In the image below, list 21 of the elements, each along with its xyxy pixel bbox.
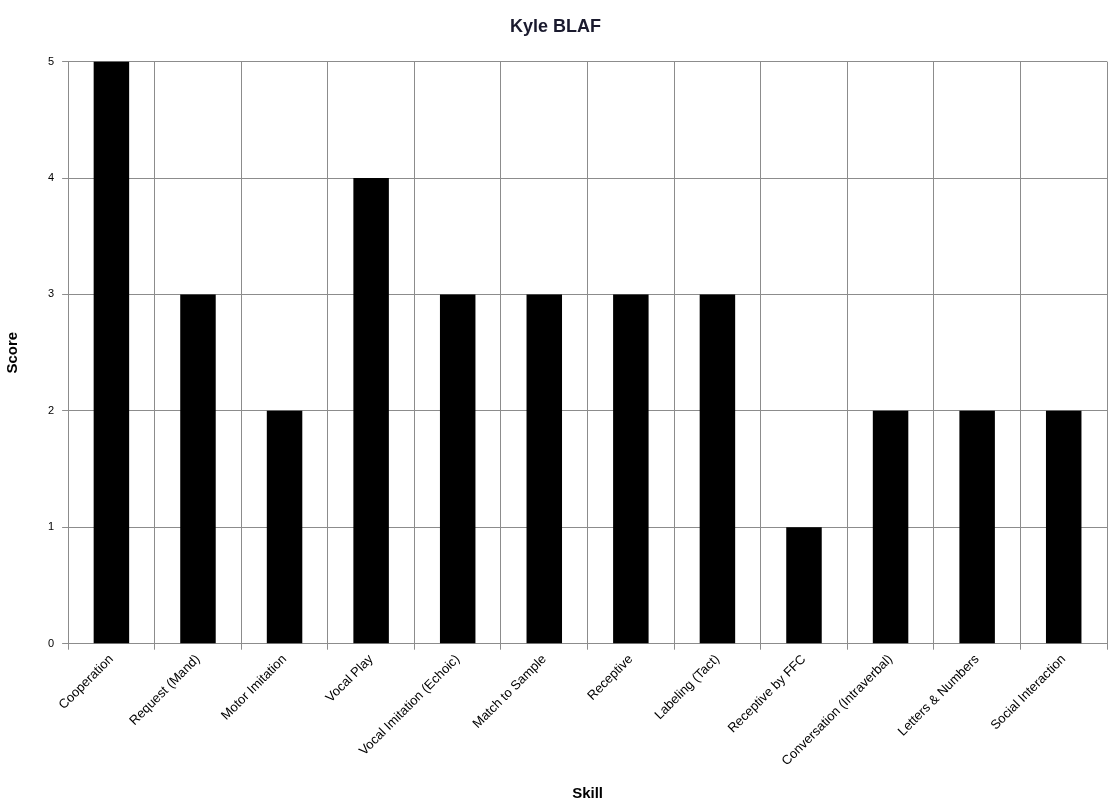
bar [353, 178, 389, 644]
bar [872, 410, 909, 644]
y-axis-title: Score [3, 331, 21, 374]
bar [439, 294, 476, 644]
x-axis-title: Skill [572, 784, 603, 802]
y-tick-label: 3 [47, 287, 55, 300]
y-tick-label: 0 [47, 636, 55, 649]
bar [1045, 410, 1082, 644]
bar [266, 410, 303, 644]
y-tick-label: 2 [47, 403, 55, 416]
bar [93, 61, 130, 644]
bar [786, 527, 822, 644]
bar [959, 410, 995, 644]
bar [526, 294, 563, 644]
bar [180, 294, 216, 644]
bar [613, 294, 649, 644]
y-tick-label: 5 [47, 54, 55, 67]
chart-title: Kyle BLAF [509, 15, 602, 36]
y-tick-label: 4 [47, 171, 55, 184]
y-tick-label: 1 [47, 520, 55, 533]
bar [699, 294, 736, 644]
